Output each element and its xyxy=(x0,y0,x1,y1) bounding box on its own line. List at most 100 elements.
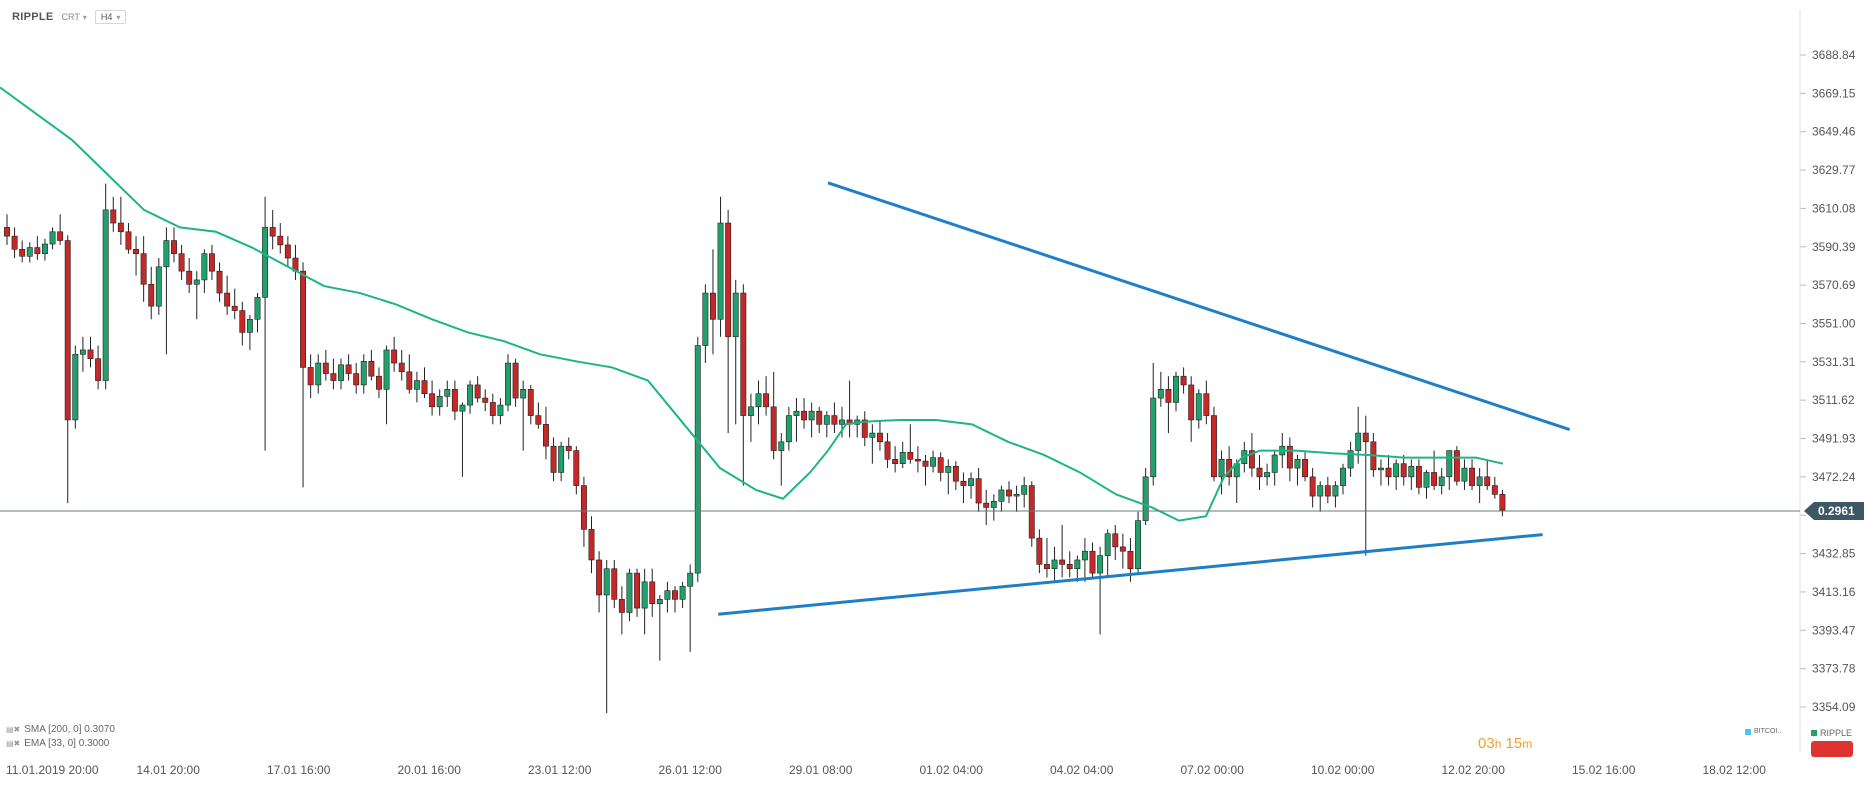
candle-body xyxy=(656,599,663,605)
candle-body xyxy=(725,222,732,338)
timeframe-dropdown[interactable]: H4 ▾ xyxy=(94,10,127,24)
color-swatch xyxy=(1745,728,1751,735)
candle-countdown: 03h 15m xyxy=(1478,735,1532,752)
candle-body xyxy=(300,270,307,368)
candle-body xyxy=(1013,494,1020,497)
y-tick-label-left: 3511.62 xyxy=(1812,393,1855,407)
candle-body xyxy=(816,410,823,425)
candle-body xyxy=(1210,415,1217,478)
candle-body xyxy=(110,209,117,224)
candle-body xyxy=(246,319,253,333)
candle-body xyxy=(171,240,177,254)
compare-dropdown[interactable]: CRT ▾ xyxy=(62,12,87,22)
candle-body xyxy=(406,371,413,390)
candle-body xyxy=(1324,485,1331,497)
candle-body xyxy=(952,466,959,482)
sma-label: SMA [200, 0] 0.3070 xyxy=(24,724,115,735)
ema-label: EMA [33, 0] 0.3000 xyxy=(24,738,110,749)
candle-body xyxy=(489,402,496,416)
candle-body xyxy=(542,424,549,447)
candle-body xyxy=(1362,432,1369,443)
sell-indicator[interactable] xyxy=(1811,741,1853,757)
candle-body xyxy=(869,432,876,438)
indicator-legend-sma[interactable]: ▤✖ SMA [200, 0] 0.3070 xyxy=(6,724,115,735)
candle-body xyxy=(1043,564,1050,570)
candle-body xyxy=(444,389,451,397)
symbol-name[interactable]: RIPPLE xyxy=(12,11,54,23)
trendline[interactable] xyxy=(718,533,1543,616)
y-tick-label-left: 3531.31 xyxy=(1812,355,1856,369)
candle-body xyxy=(634,572,641,609)
y-tick-label-left: 3373.78 xyxy=(1812,662,1856,676)
secondary-symbol-label: BITCOI.. xyxy=(1754,728,1782,735)
candle-body xyxy=(649,581,656,605)
x-tick-label: 12.02 20:00 xyxy=(1442,763,1506,777)
candle-body xyxy=(573,450,580,486)
candle-body xyxy=(133,248,140,254)
candle-body xyxy=(1423,472,1430,488)
candle-body xyxy=(1150,397,1157,478)
candle-body xyxy=(1157,389,1164,399)
candle-body xyxy=(975,478,982,504)
candle-body xyxy=(497,404,504,416)
y-tick-label-left: 3432.85 xyxy=(1812,547,1856,561)
candle-body xyxy=(1036,537,1043,565)
candle-body xyxy=(391,349,398,364)
candle-body xyxy=(884,441,891,460)
ema-line xyxy=(0,86,1504,522)
candle-body xyxy=(87,349,94,359)
current-price-label: 0.2961 xyxy=(1818,504,1855,518)
x-tick-label: 26.01 12:00 xyxy=(659,763,723,777)
candle-body xyxy=(208,253,215,272)
secondary-symbol-tag[interactable]: BITCOI.. xyxy=(1745,728,1781,735)
candle-body xyxy=(899,452,906,465)
candle-body xyxy=(1332,485,1339,497)
candle-body xyxy=(580,485,587,530)
candle-body xyxy=(1476,476,1483,486)
candle-body xyxy=(914,459,921,462)
candle-body xyxy=(436,396,443,408)
countdown-hours: 03 xyxy=(1478,735,1495,752)
candle-body xyxy=(998,489,1005,502)
candle-body xyxy=(1317,485,1324,497)
candle-body xyxy=(1165,389,1172,403)
candle-body xyxy=(1256,467,1263,478)
candle-body xyxy=(360,361,367,386)
candle-body xyxy=(618,599,625,613)
y-tick-label-left: 3551.00 xyxy=(1812,316,1856,330)
candle-body xyxy=(1119,546,1126,552)
candle-body xyxy=(778,441,785,451)
y-tick-label-left: 3413.16 xyxy=(1812,585,1856,599)
settings-icon[interactable]: ▤✖ xyxy=(6,725,21,734)
candle-body xyxy=(1294,459,1301,469)
candle-body xyxy=(968,478,975,486)
indicator-legend-ema[interactable]: ▤✖ EMA [33, 0] 0.3000 xyxy=(6,738,109,749)
candle-body xyxy=(1377,467,1384,471)
candle-body xyxy=(1135,520,1142,570)
x-tick-label: 17.01 16:00 xyxy=(267,763,331,777)
candle-body xyxy=(1104,533,1111,556)
candle-body xyxy=(945,466,952,473)
candle-body xyxy=(512,362,519,399)
candle-body xyxy=(1097,555,1104,574)
candle-body xyxy=(1188,384,1195,421)
x-tick-label: 14.01 20:00 xyxy=(137,763,201,777)
candle-body xyxy=(732,292,739,338)
candle-body xyxy=(702,292,709,346)
candle-body xyxy=(907,452,914,460)
candle-body xyxy=(1453,450,1460,482)
candle-body xyxy=(793,410,800,416)
primary-symbol-tag[interactable]: RIPPLE xyxy=(1811,728,1852,738)
candle-body xyxy=(398,362,405,373)
candle-body xyxy=(1491,485,1498,495)
trendline[interactable] xyxy=(827,181,1571,431)
candle-body xyxy=(322,362,329,374)
settings-icon[interactable]: ▤✖ xyxy=(6,739,21,748)
candle-body xyxy=(1469,467,1476,486)
candle-body xyxy=(641,581,648,609)
candle-body xyxy=(1438,476,1445,486)
candle-body xyxy=(467,384,474,406)
candle-body xyxy=(155,266,162,307)
y-tick-label-left: 3354.09 xyxy=(1812,700,1856,714)
